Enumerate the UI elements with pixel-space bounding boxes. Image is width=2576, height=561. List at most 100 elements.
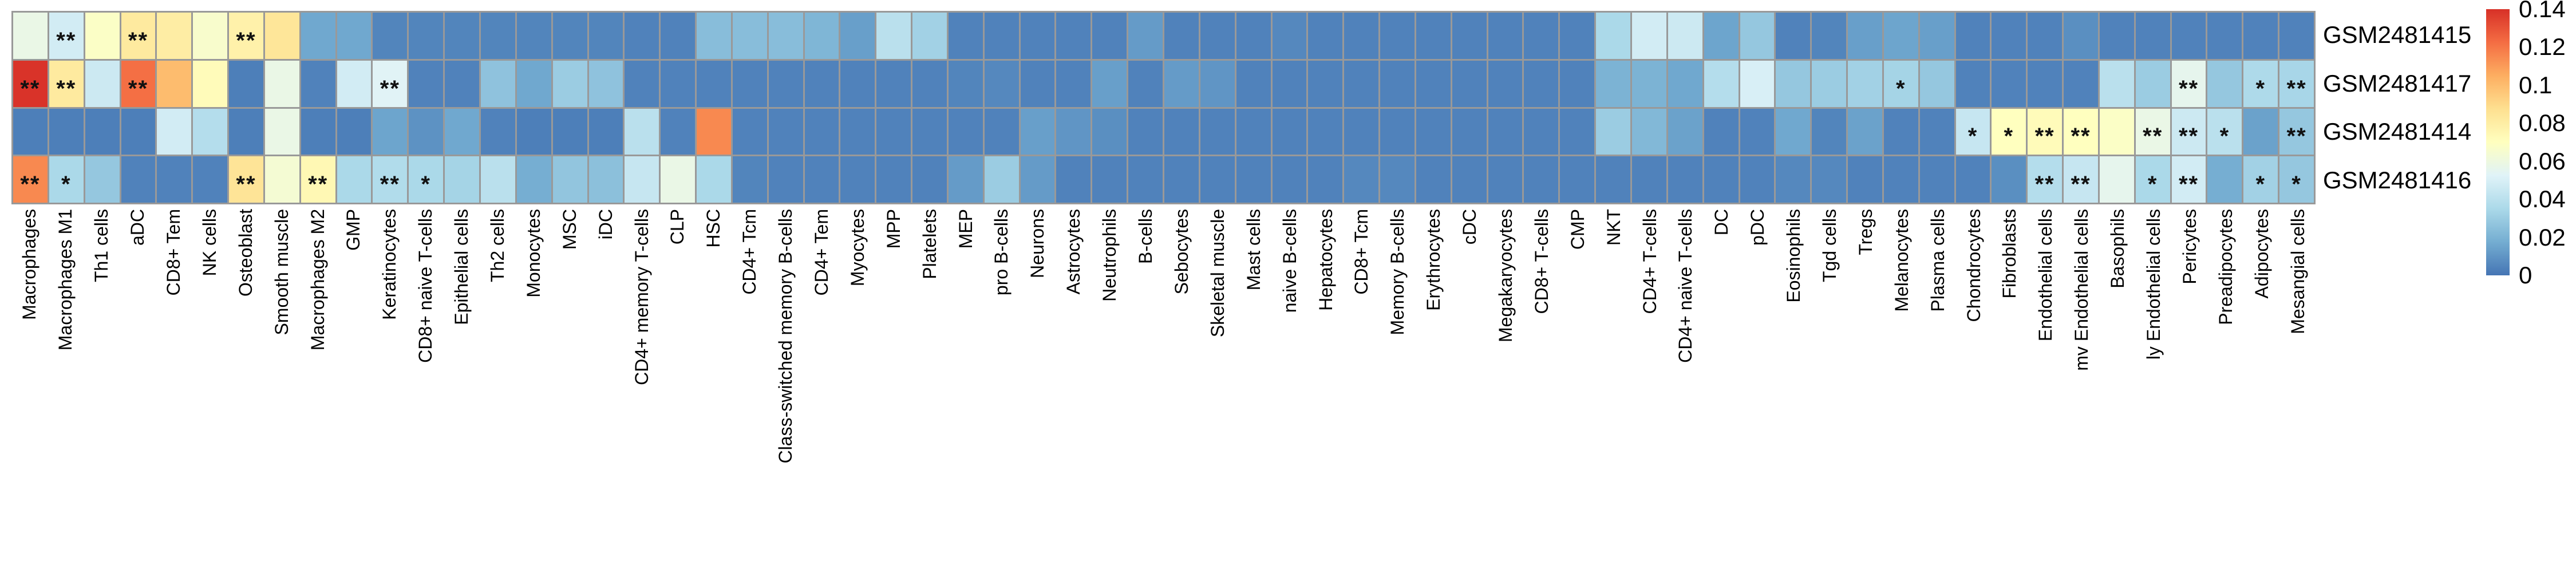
heatmap-cell bbox=[373, 108, 408, 155]
column-label: Plasma cells bbox=[1927, 209, 1948, 312]
column-label: CD4+ memory T-cells bbox=[631, 209, 652, 385]
significance-stars: ** bbox=[128, 76, 149, 101]
heatmap-cell bbox=[1344, 60, 1379, 107]
heatmap-cell bbox=[1704, 156, 1739, 203]
significance-stars: ** bbox=[2286, 76, 2307, 101]
column-label: Platelets bbox=[919, 209, 940, 279]
column-label: B-cells bbox=[1135, 209, 1156, 264]
heatmap-cell: ** bbox=[2135, 108, 2170, 155]
colorbar-tick-label: 0.04 bbox=[2519, 185, 2566, 213]
column-label: DC bbox=[1711, 209, 1732, 236]
heatmap-cell bbox=[1919, 13, 1954, 59]
heatmap-cell bbox=[1416, 108, 1451, 155]
heatmap-cell bbox=[984, 108, 1019, 155]
heatmap-cell bbox=[2207, 60, 2242, 107]
column-label: Fibroblasts bbox=[1999, 209, 2020, 299]
heatmap-cell bbox=[157, 60, 192, 107]
significance-stars: * bbox=[61, 172, 72, 197]
heatmap-cell bbox=[2099, 13, 2134, 59]
column-label: MSC bbox=[559, 209, 580, 250]
heatmap-cell bbox=[1740, 60, 1775, 107]
column-label: Th1 cells bbox=[91, 209, 112, 283]
heatmap-cell: ** bbox=[2171, 108, 2206, 155]
heatmap-cell bbox=[1560, 156, 1595, 203]
heatmap-cell bbox=[1308, 108, 1343, 155]
heatmap-cell bbox=[552, 13, 587, 59]
column-label: Chondrocytes bbox=[1963, 209, 1984, 322]
column-label: Preadipocytes bbox=[2215, 209, 2236, 325]
heatmap-cell bbox=[948, 156, 983, 203]
heatmap-cell bbox=[1776, 156, 1811, 203]
heatmap-cell bbox=[588, 156, 623, 203]
heatmap-cell: ** bbox=[2028, 156, 2063, 203]
column-label: pDC bbox=[1747, 209, 1768, 246]
heatmap-cell bbox=[2135, 13, 2170, 59]
heatmap-cell bbox=[1596, 13, 1630, 59]
heatmap-cell bbox=[229, 108, 263, 155]
heatmap-cell bbox=[768, 108, 803, 155]
column-label: Macrophages M1 bbox=[55, 209, 76, 351]
heatmap-cell bbox=[1883, 108, 1918, 155]
heatmap-cell bbox=[625, 108, 659, 155]
significance-stars: ** bbox=[20, 172, 41, 197]
column-label: Tregs bbox=[1855, 209, 1876, 255]
heatmap-cell bbox=[2243, 108, 2278, 155]
heatmap-cell bbox=[1236, 13, 1271, 59]
column-label: Neutrophils bbox=[1099, 209, 1120, 302]
heatmap-cell bbox=[480, 13, 515, 59]
heatmap-cell bbox=[264, 108, 299, 155]
heatmap-cell bbox=[1631, 60, 1666, 107]
heatmap-cell bbox=[1848, 13, 1882, 59]
heatmap-cell bbox=[1848, 156, 1882, 203]
heatmap-cell bbox=[804, 108, 839, 155]
significance-stars: * bbox=[2255, 76, 2266, 101]
heatmap-cell bbox=[1056, 13, 1091, 59]
significance-stars: ** bbox=[2178, 124, 2199, 149]
column-label: iDC bbox=[595, 209, 616, 240]
column-label: NK cells bbox=[199, 209, 220, 276]
column-label: Pericytes bbox=[2179, 209, 2200, 285]
column-label: MEP bbox=[955, 209, 976, 249]
heatmap-cell bbox=[768, 60, 803, 107]
heatmap-cell bbox=[1020, 108, 1055, 155]
heatmap-cell: ** bbox=[229, 156, 263, 203]
heatmap-cell bbox=[49, 108, 84, 155]
row-label: GSM2481414 bbox=[2323, 118, 2472, 145]
heatmap-cell bbox=[516, 13, 551, 59]
heatmap-cell: * bbox=[409, 156, 444, 203]
heatmap-cell bbox=[2099, 156, 2134, 203]
heatmap-cell bbox=[1056, 108, 1091, 155]
heatmap-cell bbox=[552, 108, 587, 155]
significance-stars: ** bbox=[56, 27, 77, 53]
heatmap-cell bbox=[1344, 156, 1379, 203]
heatmap-cell bbox=[2064, 13, 2098, 59]
heatmap-cell bbox=[2207, 156, 2242, 203]
heatmap-cell bbox=[1631, 13, 1666, 59]
heatmap-cell bbox=[2064, 60, 2098, 107]
heatmap-cell: ** bbox=[13, 156, 48, 203]
column-label: CD8+ Tem bbox=[163, 209, 184, 296]
heatmap-cell bbox=[1380, 13, 1415, 59]
heatmap-cell bbox=[876, 156, 911, 203]
heatmap-cell: * bbox=[2279, 156, 2314, 203]
heatmap-cell bbox=[1236, 108, 1271, 155]
column-label: MPP bbox=[883, 209, 904, 249]
heatmap-cell bbox=[1631, 156, 1666, 203]
heatmap-cell bbox=[697, 13, 731, 59]
heatmap-cell: ** bbox=[2279, 60, 2314, 107]
heatmap-cell bbox=[1668, 60, 1702, 107]
heatmap-cell: * bbox=[49, 156, 84, 203]
heatmap-cell bbox=[1488, 60, 1523, 107]
heatmap-cell bbox=[409, 60, 444, 107]
column-label: Memory B-cells bbox=[1387, 209, 1408, 335]
heatmap-cell bbox=[876, 13, 911, 59]
column-label: CD4+ Tcm bbox=[739, 209, 760, 295]
heatmap-cell bbox=[516, 60, 551, 107]
heatmap-cell bbox=[1416, 13, 1451, 59]
heatmap-cell bbox=[337, 108, 372, 155]
heatmap-cell bbox=[1164, 108, 1199, 155]
heatmap-cell bbox=[552, 156, 587, 203]
heatmap-cell bbox=[984, 156, 1019, 203]
heatmap-cell bbox=[1128, 60, 1163, 107]
expression-heatmap: ** ** ** ** ** ** ** * ** * ** * * ** ** ** ** * ** ** * ** **… bbox=[11, 11, 2316, 204]
